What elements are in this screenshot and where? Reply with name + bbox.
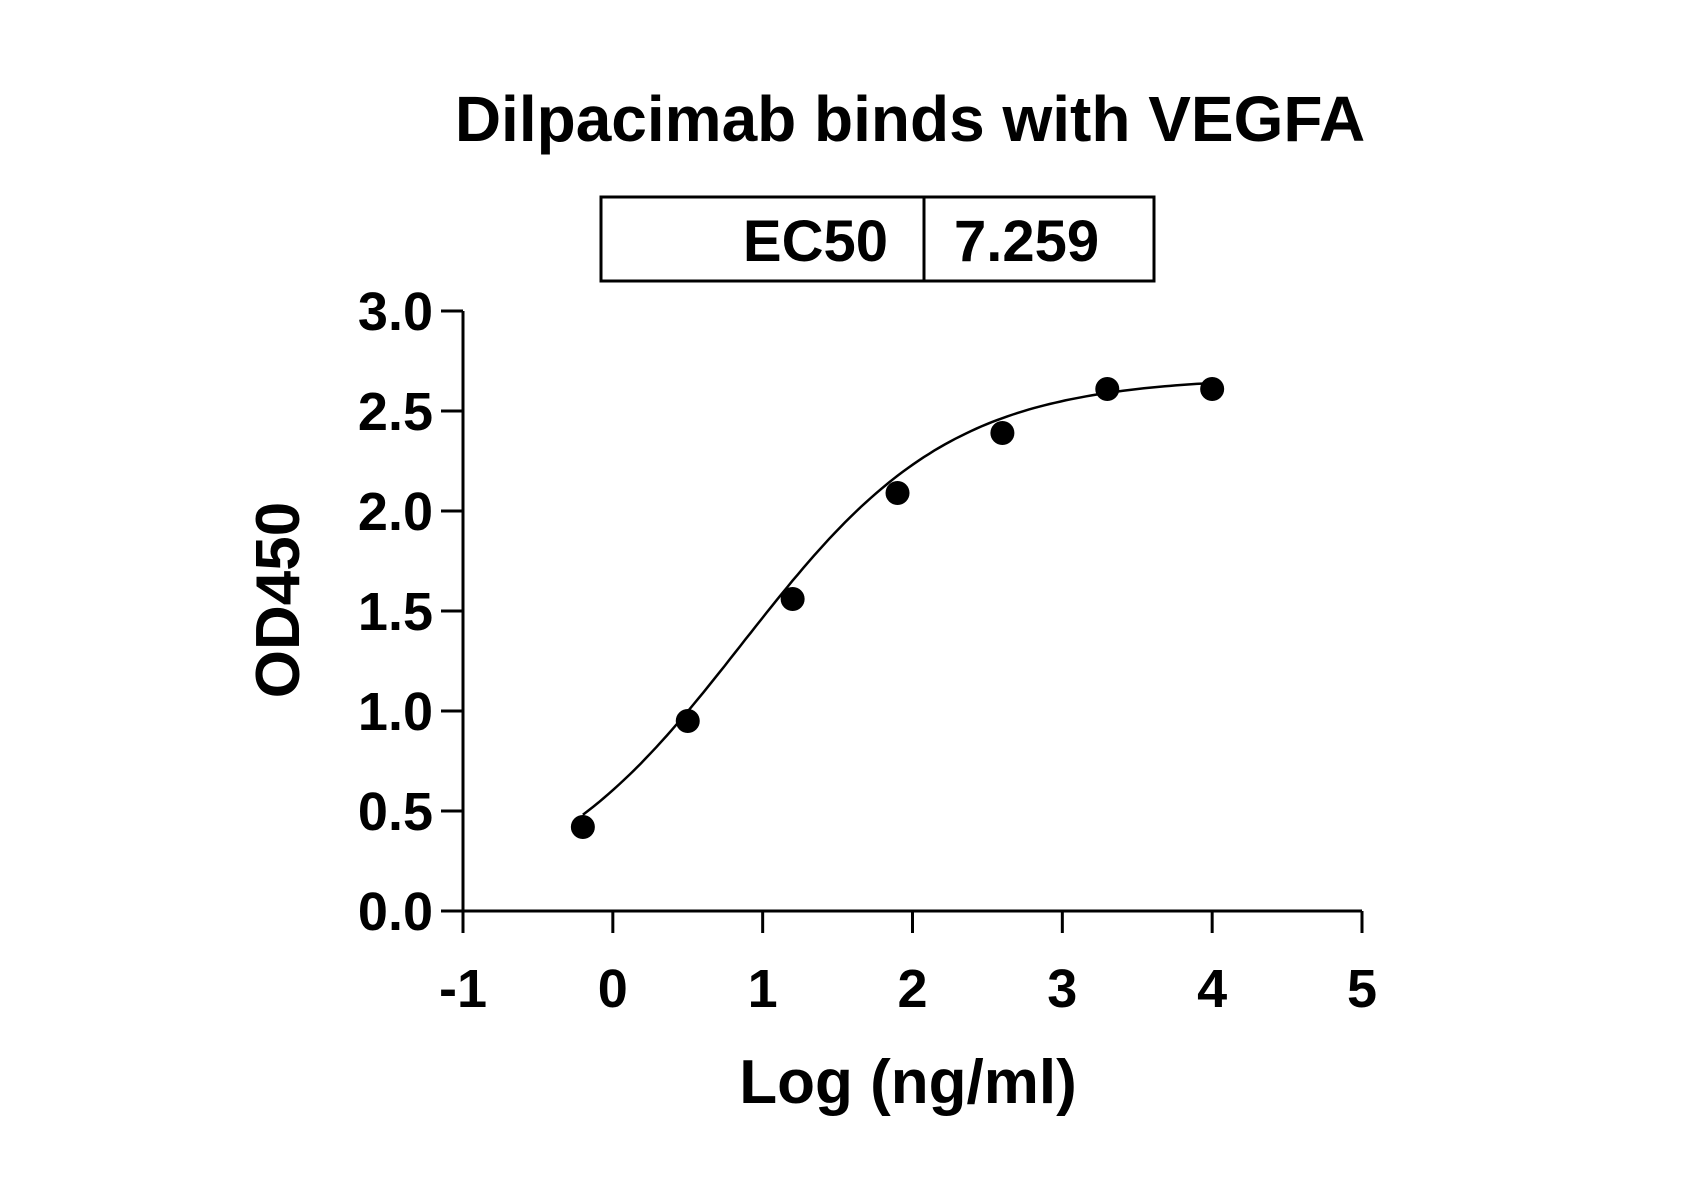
x-tick-label: 0 [598, 959, 628, 1019]
x-ticks: -1 0 1 2 3 4 5 [439, 911, 1377, 1019]
y-tick-label: 2.0 [358, 482, 433, 542]
y-tick-label: 2.5 [358, 382, 433, 442]
x-tick-label: 3 [1047, 959, 1077, 1019]
chart-title: Dilpacimab binds with VEGFA [455, 83, 1365, 155]
fit-curve [582, 381, 1213, 816]
x-tick-label: 2 [897, 959, 927, 1019]
x-axis-title: Log (ng/ml) [739, 1048, 1076, 1117]
x-tick-label: 5 [1347, 959, 1377, 1019]
ec50-label: EC50 [743, 209, 888, 274]
ec50-table-border [599, 195, 1156, 283]
data-point [1200, 377, 1225, 401]
y-ticks: 0.0 0.5 1.0 1.5 2.0 2.5 3.0 [358, 282, 463, 942]
ec50-table: EC50 7.259 [599, 195, 1156, 283]
x-tick-label: 1 [748, 959, 778, 1019]
data-point [570, 815, 595, 839]
data-point [990, 421, 1015, 445]
y-tick-label: 0.5 [358, 782, 433, 842]
ec50-value: 7.259 [954, 209, 1099, 274]
data-point [1095, 377, 1120, 401]
data-point [885, 481, 910, 505]
x-tick-label: -1 [439, 959, 487, 1019]
data-point [780, 587, 805, 611]
x-tick-label: 4 [1197, 959, 1227, 1019]
data-point [675, 709, 700, 733]
data-points [570, 377, 1225, 839]
y-tick-label: 0.0 [358, 882, 433, 942]
y-axis-title: OD450 [244, 502, 313, 698]
axes [461, 311, 1362, 913]
y-tick-label: 1.5 [358, 582, 433, 642]
y-tick-label: 3.0 [358, 282, 433, 342]
y-tick-label: 1.0 [358, 682, 433, 742]
